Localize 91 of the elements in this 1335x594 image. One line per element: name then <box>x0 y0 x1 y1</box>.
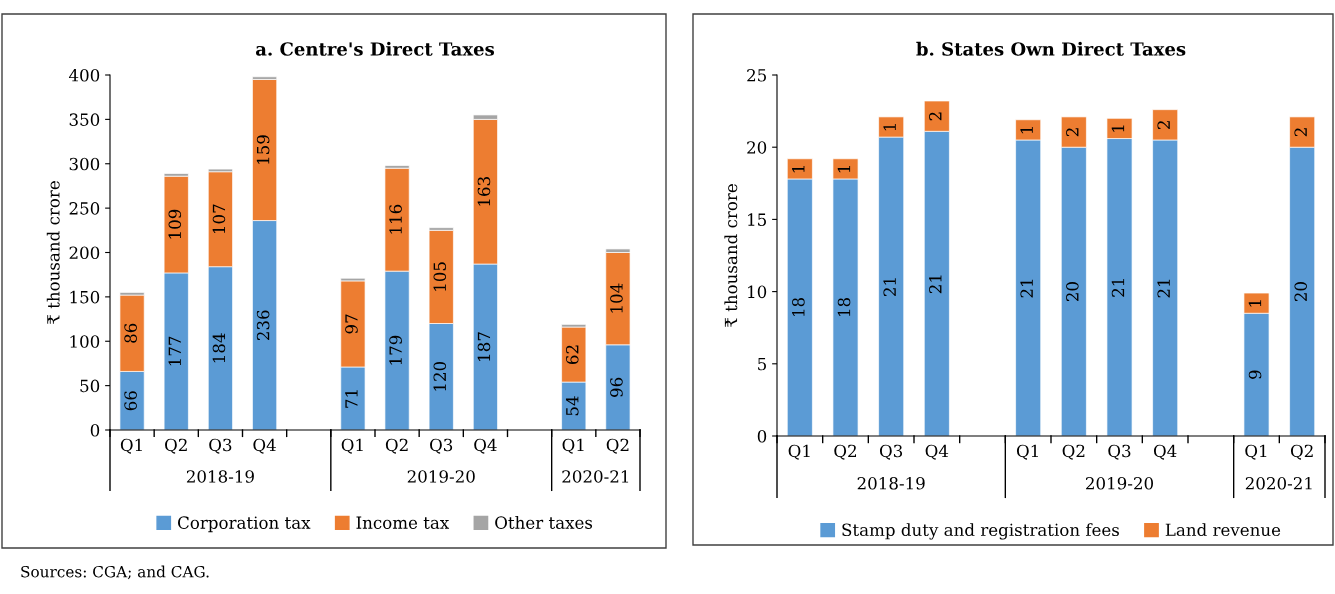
chart-title: a. Centre's Direct Taxes <box>255 41 495 56</box>
text: 2020-21 <box>562 470 629 483</box>
data-label: 18 <box>837 298 851 317</box>
source-note: Sources: CGA; and CAG. <box>21 565 209 580</box>
text: 2020-21 <box>1245 476 1312 490</box>
data-label: 163 <box>477 177 491 206</box>
data-label: 20 <box>1294 282 1307 302</box>
x-tick-label: Q3 <box>430 438 453 454</box>
data-label: 105 <box>433 262 447 291</box>
data-label: 116 <box>389 204 402 234</box>
data-label: 1 <box>837 165 851 173</box>
data-label: 177 <box>168 336 181 366</box>
y-tick-label: 100 <box>70 335 100 348</box>
x-tick-label: Q4 <box>474 438 497 454</box>
x-tick-label: Q2 <box>385 438 408 454</box>
legend-label: Other taxes <box>495 516 593 529</box>
x-tick-label: Q1 <box>341 438 363 454</box>
y-tick-label: 15 <box>748 213 766 226</box>
x-tick-label: Q2 <box>165 438 187 454</box>
y-tick-label: 0 <box>90 423 100 437</box>
x-tick-label: Q1 <box>562 438 584 454</box>
legend-label: Corporation tax <box>178 516 311 533</box>
data-label: 62 <box>565 345 579 365</box>
data-label: 21 <box>1157 279 1170 298</box>
data-label: 21 <box>929 275 942 294</box>
data-label: 187 <box>477 332 491 361</box>
chart-title: b. States Own Direct Taxes <box>916 41 1186 56</box>
y-tick-label: 5 <box>758 357 766 371</box>
data-label: 184 <box>212 333 226 363</box>
legend-label: Income tax <box>356 516 450 529</box>
text: 2018-19 <box>186 470 254 483</box>
data-label: 1 <box>1020 126 1033 134</box>
data-label: 21 <box>1111 279 1125 297</box>
x-tick-label: Q1 <box>788 444 810 460</box>
data-label: 1 <box>1248 300 1262 307</box>
x-tick-label: Q4 <box>925 444 949 460</box>
x-tick-label: Q3 <box>209 438 232 454</box>
data-label: 1 <box>883 124 896 131</box>
data-label: 54 <box>565 396 579 416</box>
data-label: 2 <box>1157 121 1170 129</box>
data-label: 179 <box>389 335 402 365</box>
data-label: 2 <box>929 112 942 121</box>
y-tick-label: 20 <box>747 141 767 154</box>
x-tick-label: Q2 <box>834 444 856 460</box>
y-tick-label: 400 <box>68 68 100 82</box>
data-label: 120 <box>433 361 447 391</box>
x-tick-label: Q2 <box>1290 444 1313 460</box>
x-tick-label: Q2 <box>1062 444 1085 460</box>
legend-label: Stamp duty and registration fees <box>842 523 1119 540</box>
y-tick-label: 200 <box>69 246 100 260</box>
y-axis-title: ₹ thousand crore <box>724 184 738 327</box>
data-label: 18 <box>792 298 805 317</box>
x-tick-label: Q4 <box>253 438 276 454</box>
data-label: 109 <box>168 209 182 239</box>
text: 2019-20 <box>407 470 475 483</box>
legend-label: Land revenue <box>1165 523 1281 537</box>
data-label: 236 <box>256 310 270 341</box>
x-tick-label: Q2 <box>606 438 629 454</box>
text: 2019-20 <box>1086 476 1154 490</box>
x-tick-label: Q3 <box>879 444 903 460</box>
data-label: 21 <box>883 278 896 297</box>
x-tick-label: Q1 <box>1245 444 1267 460</box>
y-tick-label: 150 <box>70 290 100 304</box>
data-label: 2 <box>1294 128 1307 137</box>
data-label: 1 <box>1111 125 1125 132</box>
y-tick-label: 50 <box>80 379 100 393</box>
data-label: 2 <box>1066 128 1079 137</box>
data-label: 21 <box>1020 279 1033 298</box>
data-label: 66 <box>124 391 137 411</box>
x-tick-label: Q3 <box>1108 444 1131 460</box>
data-label: 20 <box>1066 282 1079 302</box>
data-label: 86 <box>124 323 137 343</box>
y-tick-label: 25 <box>747 68 766 82</box>
data-label: 159 <box>256 135 270 164</box>
y-axis-title: ₹ thousand crore <box>46 181 60 324</box>
y-tick-label: 10 <box>748 285 767 299</box>
x-tick-label: Q4 <box>1153 444 1177 460</box>
y-tick-label: 300 <box>69 157 100 171</box>
text: 2018-19 <box>857 476 925 490</box>
y-tick-label: 350 <box>69 113 100 126</box>
data-label: 9 <box>1248 370 1262 379</box>
data-label: 71 <box>345 390 358 408</box>
x-tick-label: Q1 <box>120 438 142 454</box>
data-label: 97 <box>345 314 358 334</box>
x-tick-label: Q1 <box>1016 444 1038 460</box>
y-tick-label: 250 <box>69 202 100 215</box>
data-label: 107 <box>212 204 226 234</box>
y-tick-label: 0 <box>757 429 767 443</box>
data-label: 1 <box>792 165 805 173</box>
data-label: 96 <box>610 377 623 397</box>
data-label: 104 <box>610 283 623 313</box>
